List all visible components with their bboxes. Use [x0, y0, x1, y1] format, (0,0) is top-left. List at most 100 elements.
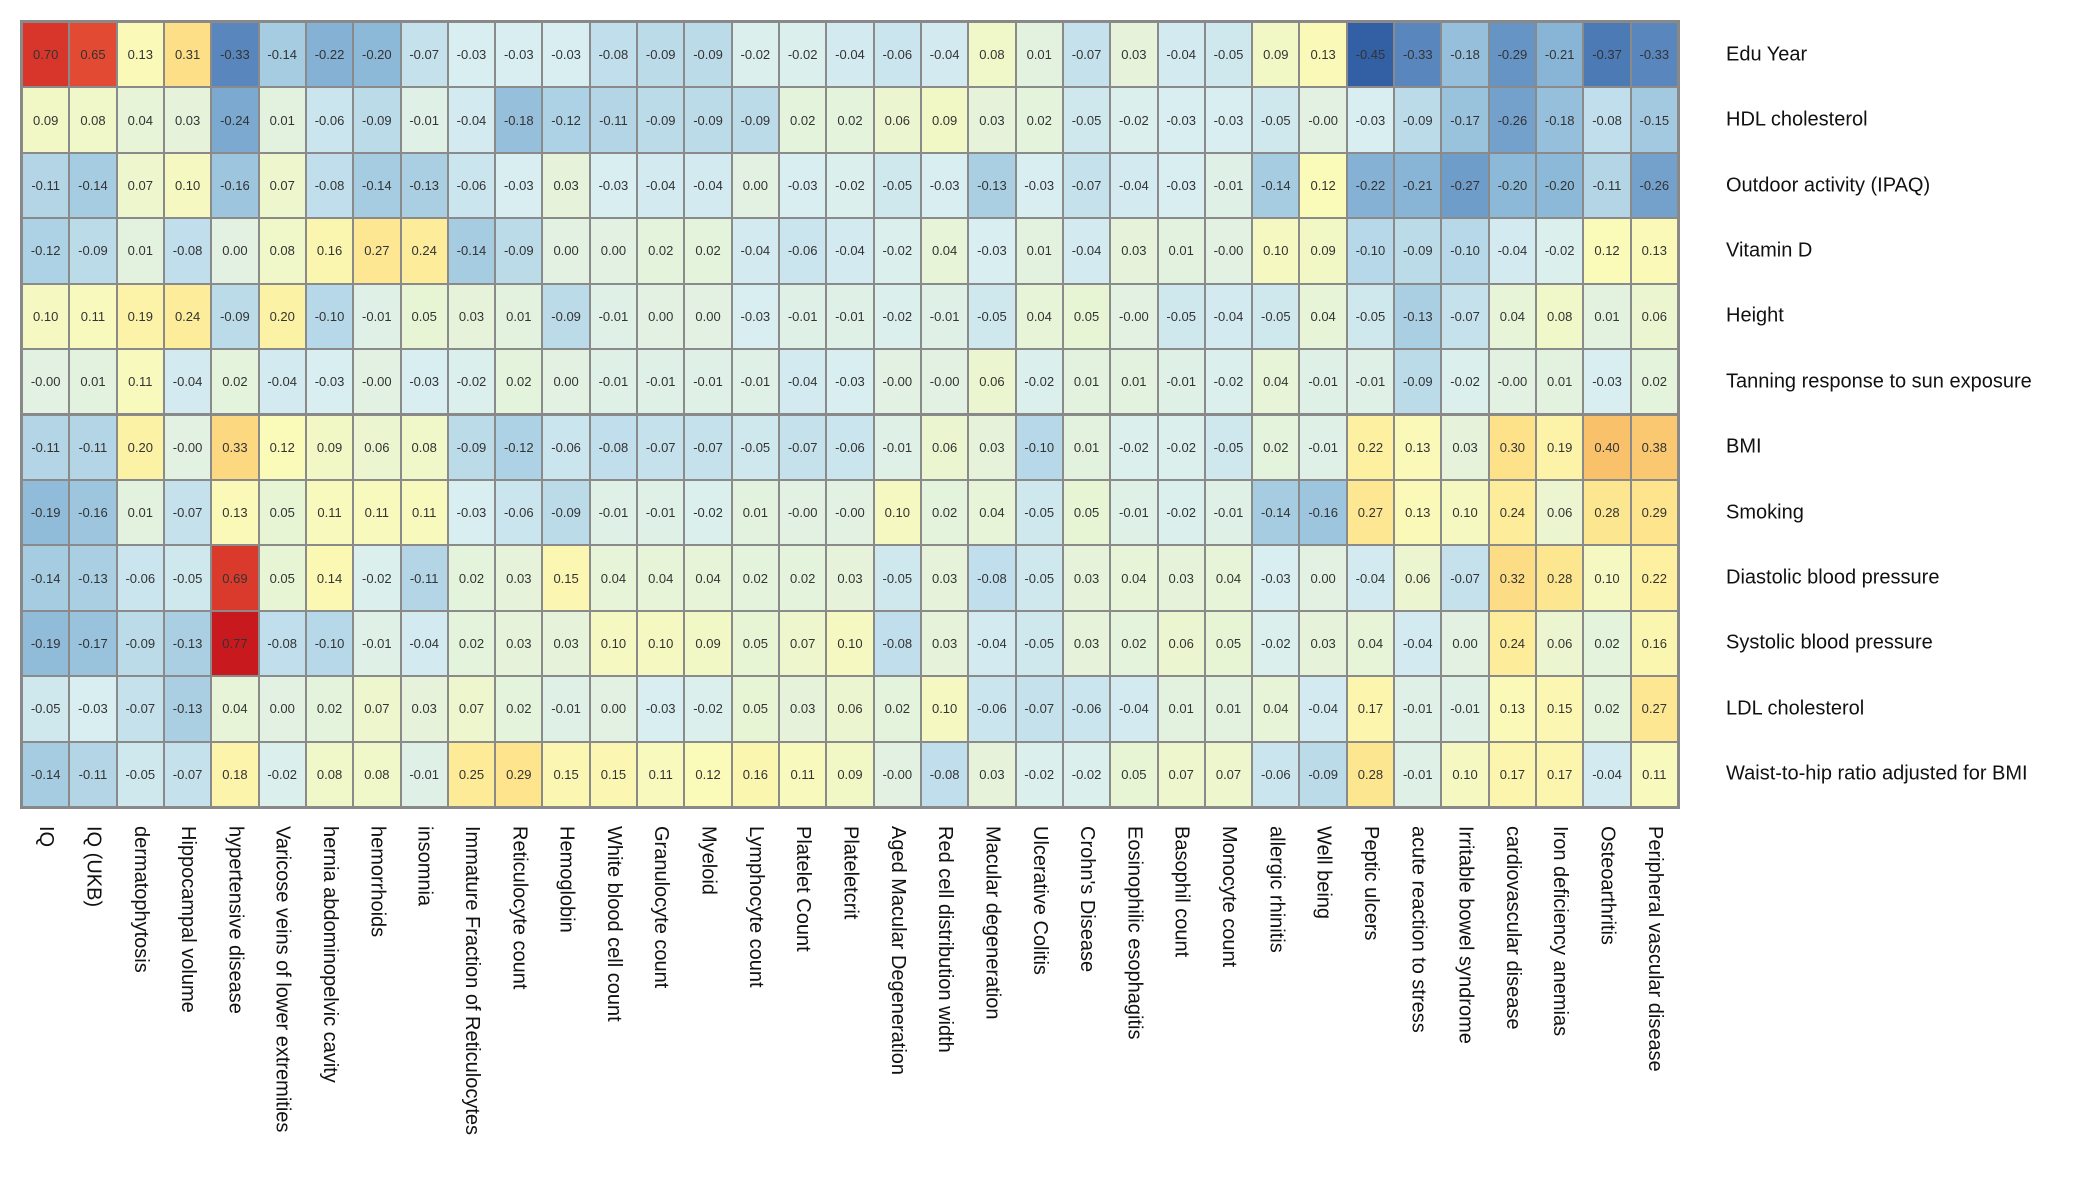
row-label: Diastolic blood pressure	[1726, 566, 1940, 589]
heatmap-cell: -0.01	[731, 349, 780, 415]
heatmap-cell: 0.05	[1110, 741, 1158, 807]
heatmap-cell: 0.09	[22, 87, 70, 153]
heatmap-cell: -0.09	[69, 218, 117, 284]
heatmap-cell: 0.06	[1630, 283, 1678, 350]
heatmap-grid: 0.70 0.65 0.13 0.31 -0.33 -0.14 -0.22 -0.20 -0.0…	[20, 20, 1680, 809]
heatmap-cell: -0.10	[1346, 218, 1395, 284]
heatmap-cell: -0.10	[1441, 218, 1489, 284]
heatmap-cell: -0.00	[1110, 283, 1158, 350]
heatmap-cell: -0.14	[258, 22, 306, 88]
heatmap-cell: 0.17	[1536, 741, 1584, 807]
heatmap-cell: 0.33	[211, 414, 259, 480]
heatmap-cell: -0.02	[1110, 87, 1158, 153]
heatmap-cell: 0.03	[920, 610, 969, 677]
heatmap-cell: -0.13	[968, 152, 1016, 219]
column-label: Platelet Count	[792, 826, 815, 952]
heatmap-cell: -0.01	[353, 610, 401, 677]
heatmap-cell: 0.02	[684, 218, 732, 284]
heatmap-cell: 0.03	[779, 676, 827, 742]
heatmap-cell: 0.02	[1583, 676, 1631, 742]
row-label: Height	[1726, 304, 1784, 327]
heatmap-cell: -0.01	[637, 479, 685, 546]
heatmap-cell: -0.06	[826, 414, 874, 480]
column-label: Myeloid	[697, 826, 720, 895]
column-label: IQ	[35, 826, 58, 848]
heatmap-cell: 0.09	[1299, 218, 1347, 284]
heatmap-cell: 0.30	[1488, 414, 1537, 480]
heatmap-cell: -0.00	[779, 479, 827, 546]
heatmap-cell: -0.11	[589, 87, 638, 153]
heatmap-cell: -0.03	[305, 349, 354, 415]
heatmap-cell: -0.02	[258, 741, 306, 807]
heatmap-cell: 0.28	[1346, 741, 1395, 807]
heatmap-cell: -0.13	[400, 152, 448, 219]
heatmap-cell: -0.02	[873, 218, 921, 284]
heatmap-cell: 0.01	[1062, 414, 1111, 480]
column-label: Irritable bowel syndrome	[1454, 826, 1477, 1044]
heatmap-cell: -0.22	[1346, 152, 1395, 219]
heatmap-cell: 0.03	[1441, 414, 1489, 480]
column-label: Immature Fraction of Reticulocytes	[460, 826, 483, 1135]
heatmap-cell: -0.01	[400, 87, 448, 153]
heatmap-cell: -0.07	[400, 22, 448, 88]
heatmap-cell: -0.13	[163, 610, 212, 677]
heatmap-cell: -0.02	[1062, 741, 1111, 807]
heatmap-cell: 0.04	[920, 218, 969, 284]
heatmap-cell: -0.13	[163, 676, 212, 742]
heatmap-cell: 0.01	[1110, 349, 1158, 415]
heatmap-cell: -0.01	[1299, 349, 1347, 415]
heatmap-cell: 0.06	[873, 87, 921, 153]
heatmap-cell: 0.10	[589, 610, 638, 677]
heatmap-cell: -0.01	[1441, 676, 1489, 742]
heatmap-cell: -0.09	[1394, 218, 1442, 284]
heatmap-cell: -0.03	[826, 349, 874, 415]
heatmap-cell: 0.08	[400, 414, 448, 480]
heatmap-cell: -0.19	[22, 610, 70, 677]
heatmap-cell: -0.09	[542, 479, 590, 546]
heatmap-cell: 0.03	[447, 283, 496, 350]
heatmap-cell: -0.17	[69, 610, 117, 677]
heatmap-cell: 0.00	[211, 218, 259, 284]
heatmap-cell: -0.05	[1157, 283, 1205, 350]
heatmap-cell: 0.01	[1157, 676, 1205, 742]
heatmap-cell: 0.08	[69, 87, 117, 153]
heatmap-cell: -0.11	[22, 414, 70, 480]
heatmap-cell: 0.03	[968, 87, 1016, 153]
heatmap-cell: 0.02	[731, 545, 780, 611]
heatmap-cell: 0.11	[116, 349, 164, 415]
heatmap-cell: -0.00	[826, 479, 874, 546]
row-label: Smoking	[1726, 501, 1804, 524]
heatmap-cell: 0.04	[684, 545, 732, 611]
heatmap-cell: 0.17	[1346, 676, 1395, 742]
heatmap-cell: 0.06	[1536, 479, 1584, 546]
heatmap-cell: 0.00	[589, 218, 638, 284]
heatmap-cell: 0.07	[1157, 741, 1205, 807]
heatmap-cell: -0.03	[447, 22, 496, 88]
heatmap-cell: -0.02	[1157, 479, 1205, 546]
heatmap-cell: -0.09	[684, 22, 732, 88]
heatmap-cell: 0.00	[684, 283, 732, 350]
heatmap-cell: 0.03	[1299, 610, 1347, 677]
heatmap-cell: -0.05	[22, 676, 70, 742]
heatmap-cell: 0.03	[495, 545, 543, 611]
heatmap-cell: 0.11	[637, 741, 685, 807]
heatmap-cell: -0.00	[1299, 87, 1347, 153]
heatmap-cell: 0.19	[1536, 414, 1584, 480]
heatmap-cell: 0.13	[211, 479, 259, 546]
heatmap-cell: -0.07	[163, 479, 212, 546]
heatmap-cell: -0.04	[1204, 283, 1253, 350]
heatmap-cell: -0.05	[1252, 87, 1300, 153]
heatmap-cell: 0.08	[258, 218, 306, 284]
heatmap-cell: -0.03	[779, 152, 827, 219]
heatmap-cell: -0.09	[637, 22, 685, 88]
heatmap-cell: -0.11	[22, 152, 70, 219]
heatmap-cell: -0.05	[1015, 610, 1063, 677]
heatmap-cell: -0.08	[920, 741, 969, 807]
heatmap-cell: 0.01	[116, 218, 164, 284]
heatmap-cell: -0.33	[1630, 22, 1678, 88]
heatmap-cell: -0.16	[69, 479, 117, 546]
heatmap-cell: -0.06	[447, 152, 496, 219]
heatmap-cell: 0.24	[163, 283, 212, 350]
heatmap-cell: 0.04	[637, 545, 685, 611]
heatmap-cell: -0.02	[1204, 349, 1253, 415]
